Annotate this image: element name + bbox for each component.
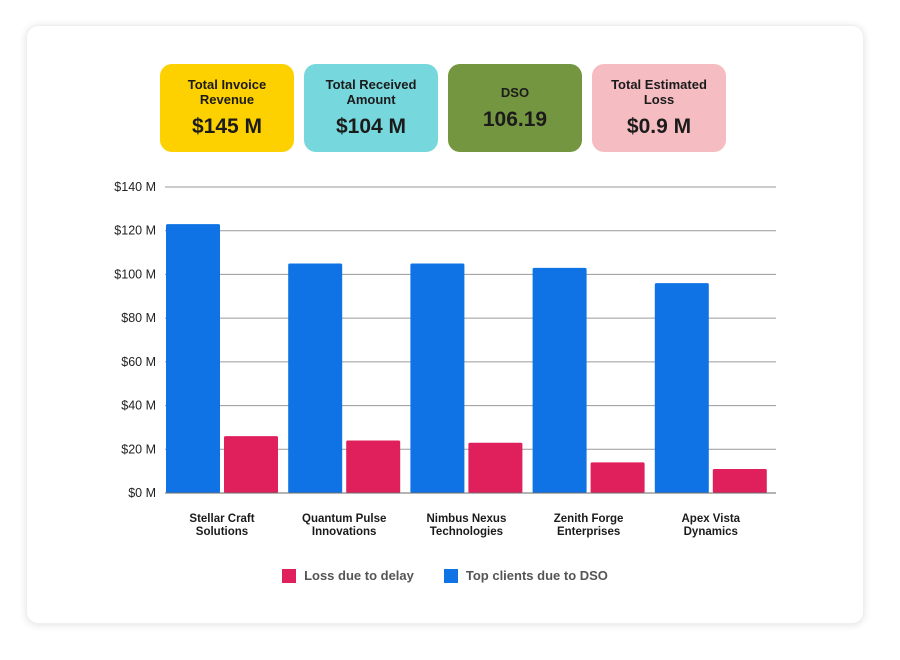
x-tick-label-line: Zenith Forge <box>554 513 624 525</box>
kpi-label: Total Received Amount <box>325 77 417 107</box>
x-tick-label-line: Innovations <box>312 526 377 538</box>
kpi-total-estimated-loss: Total Estimated Loss $0.9 M <box>592 64 726 152</box>
kpi-total-invoice-revenue: Total Invoice Revenue $145 M <box>160 64 294 152</box>
kpi-value: $0.9 M <box>626 115 692 138</box>
x-tick-label: Nimbus Nexus Technologies <box>426 513 506 538</box>
x-tick-label-line: Nimbus Nexus <box>426 513 506 525</box>
kpi-value: $104 M <box>335 115 407 138</box>
bar-chart: $0 M $20 M $40 M $60 M $80 M $100 M $120 M $140… <box>114 180 776 538</box>
kpi-label: DSO <box>500 84 530 100</box>
legend-label-dso: Top clients due to DSO <box>465 568 608 583</box>
bar-dso <box>532 267 587 493</box>
x-tick-label-line: Solutions <box>196 526 248 538</box>
kpi-value: $145 M <box>191 115 263 138</box>
x-tick-label-line: Technologies <box>430 526 503 538</box>
x-tick-label-line: Dynamics <box>684 526 738 538</box>
kpi-dso: DSO 106.19 <box>448 64 582 152</box>
kpi-label: Total Estimated Loss <box>611 77 707 107</box>
y-tick-label: $0 M <box>128 486 156 500</box>
y-tick-label: $20 M <box>121 442 156 456</box>
kpi-label: Total Invoice Revenue <box>187 77 267 107</box>
x-tick-label-line: Stellar Craft <box>189 513 254 525</box>
legend-item-dso: Top clients due to DSO <box>443 568 608 583</box>
legend-swatch-loss <box>282 568 297 583</box>
y-tick-label: $40 M <box>121 399 156 413</box>
kpi-value: 106.19 <box>482 107 548 131</box>
y-tick-label: $60 M <box>121 355 156 369</box>
bar-loss <box>346 440 401 493</box>
kpi-total-received-amount: Total Received Amount $104 M <box>304 64 438 152</box>
y-tick-label: $100 M <box>114 267 156 281</box>
bar-loss <box>590 462 645 493</box>
bar-dso <box>410 263 465 493</box>
legend-label-loss: Loss due to delay <box>304 568 414 583</box>
bar-loss <box>468 442 523 493</box>
x-tick-label: Zenith Forge Enterprises <box>554 513 624 538</box>
x-tick-label-line: Enterprises <box>557 526 620 538</box>
legend-item-loss: Loss due to delay <box>282 568 414 583</box>
x-tick-label: Stellar Craft Solutions <box>189 513 254 538</box>
legend-swatch-dso <box>443 568 458 583</box>
bar-dso <box>166 224 220 493</box>
y-tick-label: $140 M <box>114 180 156 194</box>
bar-loss <box>712 468 767 493</box>
chart-legend: Loss due to delay Top clients due to DSO <box>27 568 863 583</box>
x-tick-label-line: Apex Vista <box>681 513 740 525</box>
bar-dso <box>654 283 709 493</box>
bar-loss <box>224 436 278 493</box>
y-tick-label: $120 M <box>114 224 156 238</box>
x-tick-label: Quantum Pulse Innovations <box>302 513 386 538</box>
x-tick-label-line: Quantum Pulse <box>302 513 386 525</box>
y-tick-label: $80 M <box>121 311 156 325</box>
dashboard-card: Total Invoice Revenue $145 M Total Recei… <box>26 25 864 624</box>
bar-dso <box>288 263 343 493</box>
x-tick-label: Apex Vista Dynamics <box>681 513 740 538</box>
